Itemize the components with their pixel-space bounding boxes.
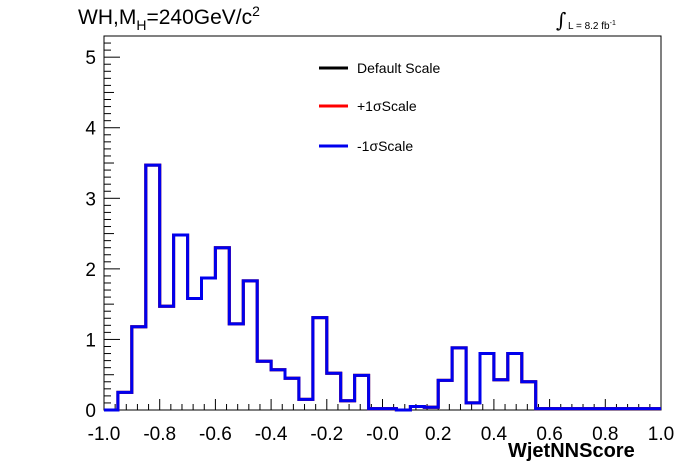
- x-tick-label: 0.4: [481, 424, 508, 445]
- title-prefix: WH,M: [78, 6, 137, 29]
- x-tick-label: 0.8: [592, 424, 618, 445]
- x-tick-label: -0.0: [366, 424, 399, 445]
- y-tick-label: 0: [85, 401, 96, 422]
- x-tick-label: -0.8: [143, 424, 176, 445]
- x-axis: -1.0 -0.8 -0.6 -0.4 -0.2 -0.0 0.2 0.4 0.6 0.8 1.0: [88, 399, 674, 445]
- y-tick-label: 1: [85, 330, 96, 351]
- x-tick-label: 0.2: [425, 424, 451, 445]
- x-tick-label: 1.0: [648, 424, 674, 445]
- legend: Default Scale +1σScale -1σScale: [319, 60, 440, 154]
- x-tick-label: -0.6: [199, 424, 232, 445]
- y-tick-label: 3: [85, 189, 96, 210]
- luminosity-superscript: -1: [609, 20, 616, 27]
- plot-frame: [103, 35, 662, 411]
- x-tick-label: -0.4: [255, 424, 288, 445]
- y-tick-label: 2: [85, 260, 96, 281]
- x-tick-label: 0.6: [536, 424, 562, 445]
- y-axis: 0 1 2 3 4 5: [85, 42, 120, 422]
- x-tick-label: -1.0: [88, 424, 121, 445]
- legend-label-0: Default Scale: [357, 60, 440, 76]
- series-line-2: [104, 163, 661, 412]
- x-tick-label: -0.2: [310, 424, 343, 445]
- luminosity-text: L = 8.2 fb: [568, 21, 610, 32]
- title-value: =240GeV/c: [146, 6, 253, 29]
- legend-label-2: -1σScale: [357, 138, 413, 154]
- y-tick-label: 5: [85, 48, 96, 69]
- title-superscript: 2: [252, 3, 260, 19]
- y-tick-label: 4: [85, 119, 96, 140]
- chart-title: WH,MH=240GeV/c2: [78, 3, 260, 33]
- x-axis-label: WjetNNScore: [508, 440, 635, 462]
- legend-label-1: +1σScale: [357, 98, 417, 114]
- title-subscript: H: [136, 17, 147, 33]
- integral-symbol: ∫: [556, 8, 567, 32]
- series-layer: [104, 163, 661, 412]
